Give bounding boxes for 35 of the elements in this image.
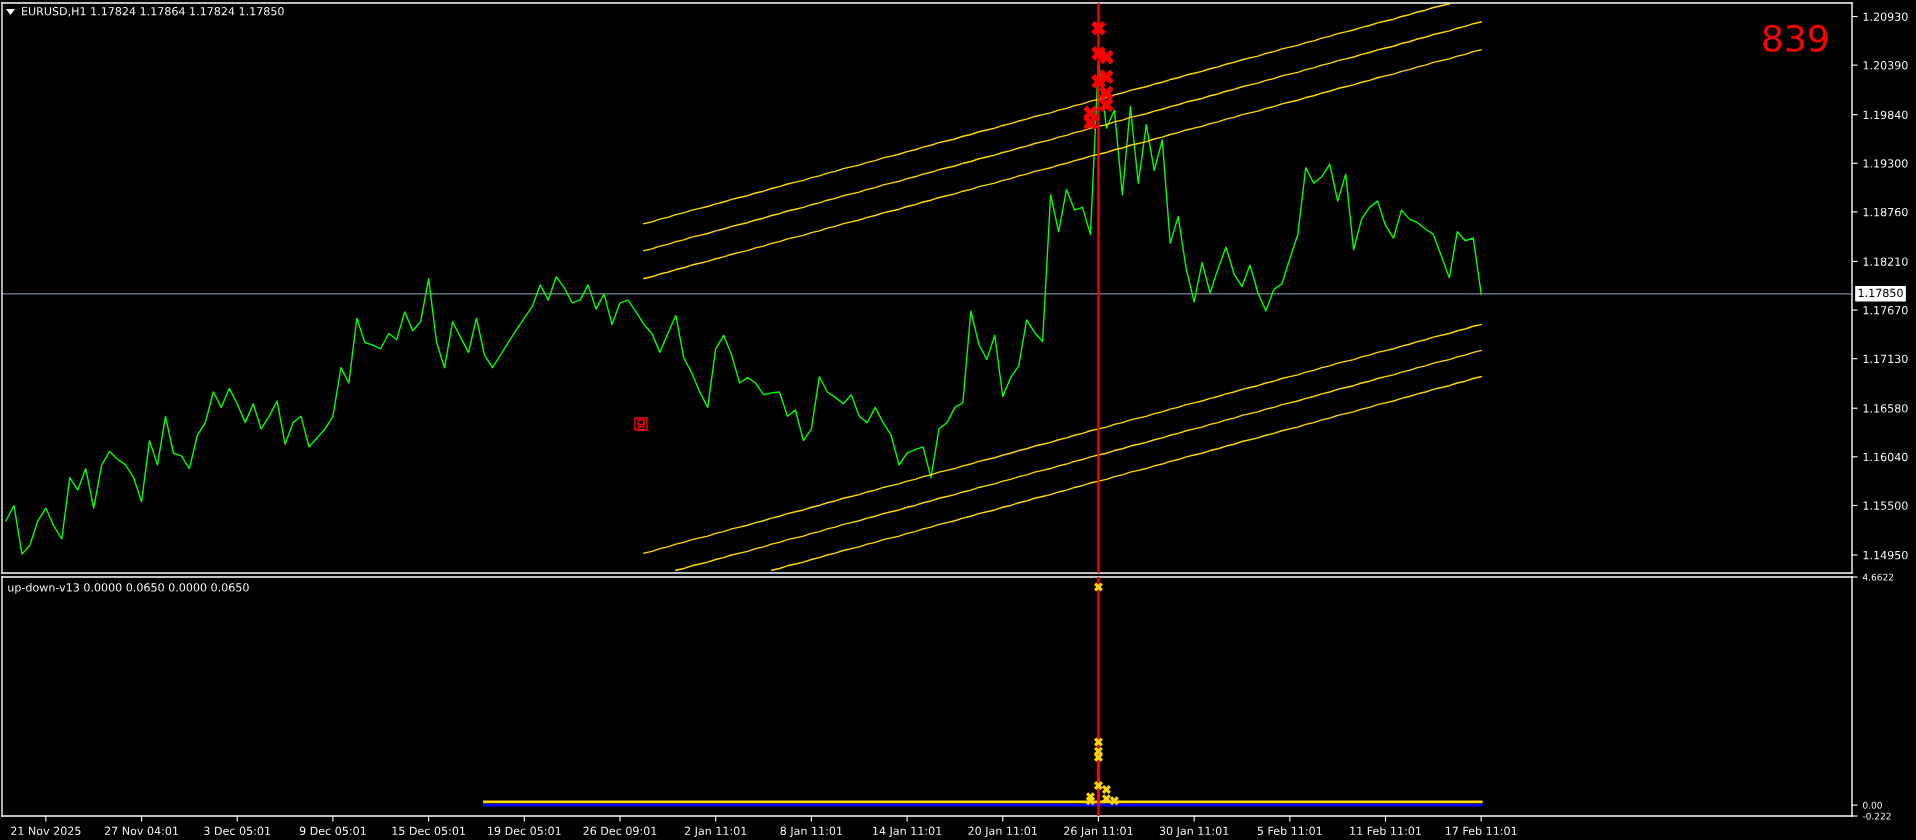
x-tick-label: 17 Feb 11:01 <box>1445 826 1517 836</box>
x-tick-label: 27 Nov 04:01 <box>104 826 178 836</box>
chart-title: EURUSD,H1 1.17824 1.17864 1.17824 1.17850 <box>22 7 284 17</box>
text: up-down-v13 0.0000 0.0650 0.0000 0.0650 <box>8 583 249 594</box>
x-tick-label: 20 Jan 11:01 <box>968 826 1037 838</box>
x-tick-label: 11 Feb 11:01 <box>1350 826 1421 836</box>
y-tick-label: 0.00 <box>1863 801 1882 809</box>
y-tick-label: 1.20390 <box>1863 61 1908 70</box>
y-tick-label: -0.222 <box>1862 812 1891 820</box>
x-tick-label: 9 Dec 05:01 <box>299 826 366 836</box>
y-tick-label: 1.16040 <box>1863 452 1908 462</box>
ref-line-label: 1.17850 <box>1858 288 1903 298</box>
x-tick-label: 26 Jan 11:01 <box>1064 826 1133 838</box>
annotation: 839 <box>1763 24 1828 52</box>
y-tick-label: 1.14950 <box>1863 550 1908 560</box>
y-tick-label: 1.17130 <box>1863 354 1908 364</box>
x-tick-label: 2 Jan 11:01 <box>684 826 747 838</box>
x-tick-label: 3 Dec 05:01 <box>204 826 271 836</box>
x-tick-label: 19 Dec 05:01 <box>488 826 561 836</box>
x-tick-label: 5 Feb 11:01 <box>1257 826 1322 836</box>
x-tick-label: 26 Dec 09:01 <box>583 826 657 836</box>
y-tick-label: 1.16580 <box>1863 404 1908 413</box>
x-tick-label: 21 Nov 2025 <box>11 826 81 836</box>
x-tick-label: 30 Jan 11:01 <box>1159 826 1229 838</box>
x-tick-label: 14 Jan 11:01 <box>873 826 942 838</box>
y-tick-label: 1.18760 <box>1863 207 1908 217</box>
y-tick-label: 1.19300 <box>1863 159 1908 168</box>
y-tick-label: 1.15500 <box>1863 501 1908 510</box>
y-tick-label: 1.18210 <box>1863 257 1908 266</box>
x-tick-label: 8 Jan 11:01 <box>780 826 842 838</box>
y-tick-label: 1.17670 <box>1863 306 1908 315</box>
y-tick-label: 1.19840 <box>1863 110 1908 120</box>
y-tick-label: 4.6622 <box>1862 573 1894 581</box>
x-tick-label: 15 Dec 05:01 <box>392 826 465 836</box>
y-tick-label: 1.20930 <box>1863 12 1908 21</box>
